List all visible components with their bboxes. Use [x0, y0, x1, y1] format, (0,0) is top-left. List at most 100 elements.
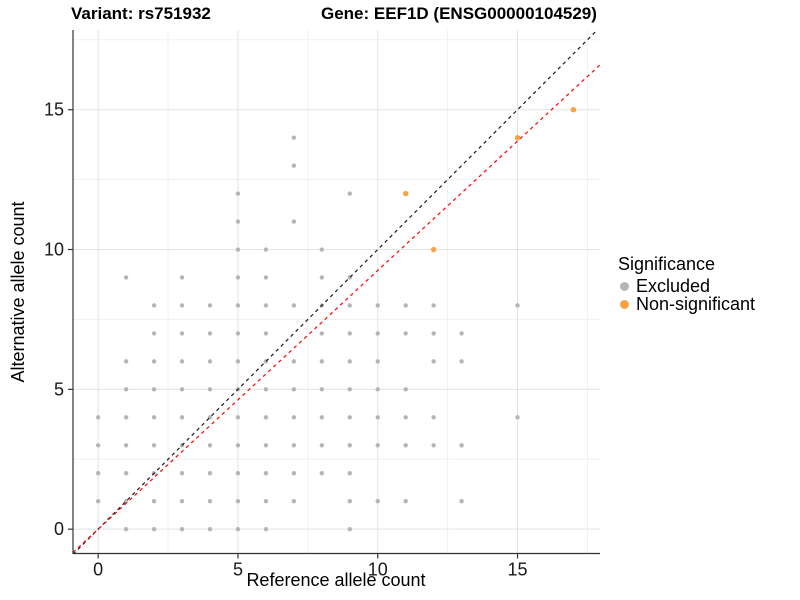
identity-line — [73, 30, 599, 554]
data-point-excluded — [347, 499, 352, 504]
legend-items: Excluded Non-significant — [612, 277, 755, 313]
data-point-excluded — [291, 415, 297, 420]
data-point-excluded — [319, 471, 325, 476]
data-point-non-significant — [514, 134, 521, 141]
data-point-excluded — [319, 275, 325, 280]
data-point-excluded — [123, 387, 129, 392]
data-point-excluded — [95, 443, 101, 448]
gene-title: Gene: EEF1D (ENSG00000104529) — [321, 4, 597, 23]
data-point-excluded — [151, 526, 157, 532]
data-point-excluded — [179, 526, 185, 532]
data-point-excluded — [263, 387, 269, 392]
data-point-excluded — [347, 526, 352, 532]
reference-lines — [73, 30, 600, 554]
data-point-excluded — [403, 331, 408, 336]
data-point-excluded — [151, 443, 157, 448]
data-point-excluded — [375, 415, 380, 420]
data-point-excluded — [347, 471, 352, 476]
data-point-excluded — [263, 247, 269, 252]
data-point-excluded — [263, 526, 269, 532]
data-point-excluded — [431, 415, 436, 420]
tick-marks — [68, 109, 519, 559]
data-point-excluded — [319, 331, 325, 336]
legend-item-label: Non-significant — [636, 294, 756, 314]
data-point-excluded — [263, 499, 269, 504]
data-point-excluded — [235, 303, 241, 308]
data-point-excluded — [347, 387, 352, 392]
data-point-excluded — [123, 443, 129, 448]
data-point-excluded — [95, 499, 101, 504]
data-point-excluded — [151, 387, 157, 392]
data-point-non-significant — [402, 190, 409, 197]
data-point-non-significant — [430, 246, 437, 253]
data-points — [95, 106, 577, 532]
data-point-excluded — [207, 443, 213, 448]
major-gridlines — [73, 30, 600, 554]
data-point-excluded — [515, 415, 520, 420]
y-tick-label: 0 — [54, 519, 64, 539]
x-tick-label: 5 — [233, 560, 243, 580]
x-tick-label: 0 — [93, 560, 103, 580]
data-point-excluded — [235, 359, 241, 364]
data-point-excluded — [347, 443, 352, 448]
x-tick-labels: 0 5 10 15 — [93, 560, 527, 580]
y-tick-label: 10 — [44, 240, 64, 260]
data-point-excluded — [459, 443, 464, 448]
data-point-excluded — [431, 359, 436, 364]
data-point-excluded — [179, 275, 185, 280]
data-point-excluded — [151, 499, 157, 504]
data-point-excluded — [431, 303, 436, 308]
legend: Significance Excluded Non-significant — [612, 254, 755, 313]
x-tick-label: 15 — [508, 560, 528, 580]
data-point-excluded — [403, 415, 408, 420]
x-tick-label: 10 — [368, 560, 388, 580]
data-point-excluded — [179, 359, 185, 364]
minor-gridlines — [73, 30, 600, 554]
data-point-excluded — [375, 303, 380, 308]
data-point-excluded — [235, 471, 241, 476]
data-point-excluded — [319, 443, 325, 448]
y-axis-title: Alternative allele count — [8, 201, 28, 382]
data-point-excluded — [151, 331, 157, 336]
data-point-excluded — [375, 331, 380, 336]
data-point-excluded — [235, 191, 241, 196]
data-point-excluded — [235, 331, 241, 336]
data-point-excluded — [263, 443, 269, 448]
data-point-excluded — [263, 303, 269, 308]
data-point-excluded — [179, 415, 185, 420]
data-point-excluded — [291, 471, 297, 476]
data-point-excluded — [207, 331, 213, 336]
data-point-excluded — [151, 359, 157, 364]
data-point-excluded — [347, 359, 352, 364]
data-point-excluded — [375, 387, 380, 392]
legend-swatch-icon — [620, 299, 629, 309]
data-point-excluded — [123, 499, 129, 504]
x-axis-title: Reference allele count — [246, 570, 425, 590]
y-tick-labels: 0 5 10 15 — [44, 100, 64, 539]
data-point-excluded — [123, 359, 129, 364]
data-point-excluded — [123, 415, 129, 420]
data-point-excluded — [431, 443, 436, 448]
data-point-excluded — [235, 443, 241, 448]
data-point-excluded — [263, 471, 269, 476]
data-point-excluded — [347, 415, 352, 420]
data-point-excluded — [207, 499, 213, 504]
data-point-excluded — [291, 163, 297, 168]
axis-lines — [72, 30, 600, 555]
data-point-excluded — [403, 387, 408, 392]
data-point-excluded — [347, 331, 352, 336]
data-point-excluded — [375, 499, 380, 504]
data-point-excluded — [375, 443, 380, 448]
data-point-excluded — [207, 471, 213, 476]
data-point-excluded — [291, 219, 297, 224]
data-point-excluded — [123, 471, 129, 476]
data-point-excluded — [515, 303, 520, 308]
data-point-non-significant — [570, 106, 577, 113]
data-point-excluded — [459, 499, 464, 504]
data-point-excluded — [235, 219, 241, 224]
legend-item-non-significant: Non-significant — [612, 295, 755, 313]
data-point-excluded — [403, 443, 408, 448]
legend-title: Significance — [618, 254, 716, 274]
